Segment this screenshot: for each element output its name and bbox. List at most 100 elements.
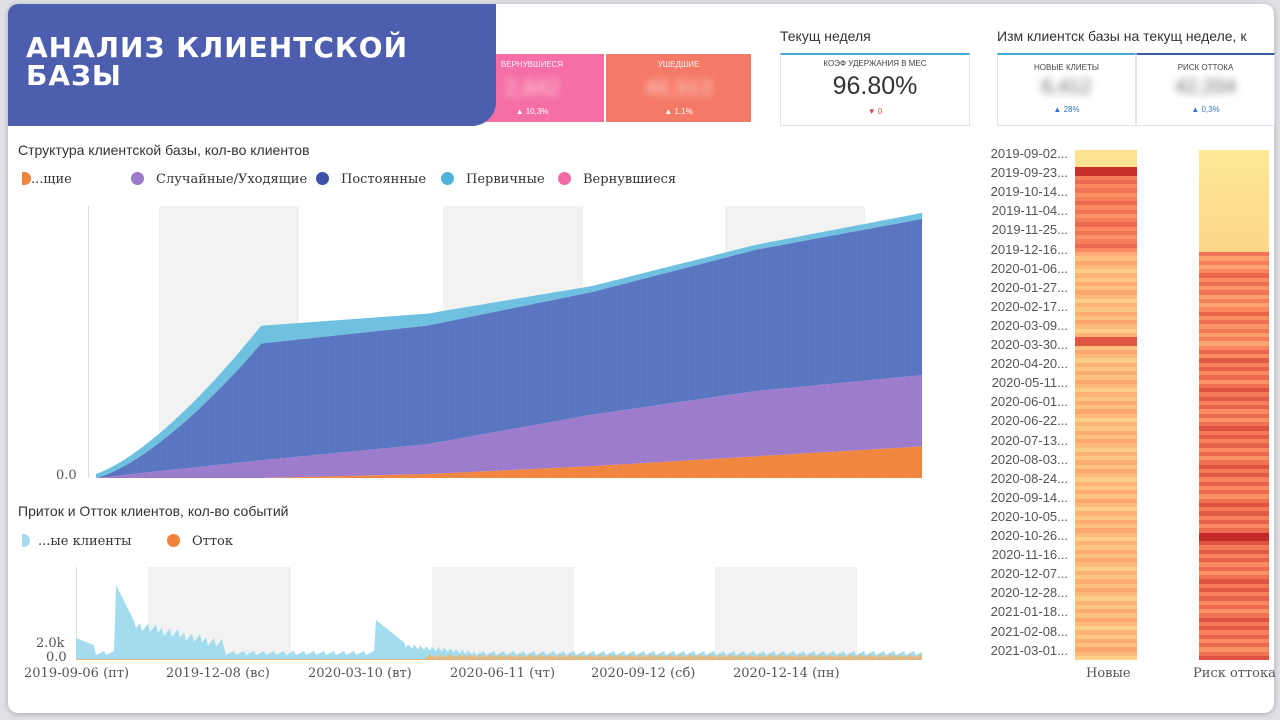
- flow-series-outflow[interactable]: [76, 654, 922, 660]
- heatmap-cell: [1199, 651, 1269, 657]
- heatmap-cell: [1199, 150, 1269, 155]
- heatmap-cell: [1199, 464, 1269, 470]
- heatmap-cell: [1075, 558, 1137, 563]
- flow-chart-title: Приток и Отток клиентов, кол-во событий: [18, 503, 289, 519]
- heatmap-cell: [1075, 596, 1137, 602]
- heatmap-cell: [1199, 252, 1269, 257]
- heatmap-cell: [1075, 150, 1137, 155]
- heatmap-cell: [1199, 532, 1269, 538]
- heatmap-cell: [1199, 545, 1269, 551]
- legend-item-outflow[interactable]: Отток: [167, 534, 233, 549]
- legend-item-new-clients[interactable]: ...ые клиенты: [22, 534, 132, 549]
- retention-card[interactable]: КОЭФ УДЕРЖАНИЯ В МЕС 96.80% ▼ 0: [780, 53, 970, 126]
- kpi-churned[interactable]: УШЕДШИЕ 46,913 ▲ 1,1%: [606, 54, 751, 122]
- legend-label: ...щие: [31, 172, 72, 187]
- heatmap-cell: [1199, 528, 1269, 534]
- legend-item-random[interactable]: Случайные/Уходящие: [131, 172, 307, 187]
- retention-delta: ▼ 0: [867, 107, 883, 116]
- heatmap-cell: [1199, 269, 1269, 274]
- heatmap-cell: [1075, 647, 1137, 653]
- heatmap-cell: [1199, 579, 1269, 585]
- flow-series-new[interactable]: [76, 585, 922, 660]
- heatmap-cell: [1199, 638, 1269, 644]
- heatmap-cell: [1075, 256, 1137, 262]
- heatmap-row-label: 2019-11-04...: [991, 203, 1068, 219]
- heatmap-cell: [1199, 473, 1269, 478]
- legend-label: Постоянные: [341, 172, 427, 187]
- heatmap-cell: [1075, 218, 1137, 223]
- heatmap-cell: [1075, 188, 1137, 194]
- legend-dot: [22, 534, 30, 547]
- legend-label: Первичные: [466, 172, 545, 187]
- heatmap-cell: [1199, 230, 1269, 236]
- heatmap-cell: [1075, 617, 1137, 623]
- heatmap-cell: [1199, 260, 1269, 266]
- heatmap-cell: [1199, 468, 1269, 474]
- heatmap-cell: [1199, 583, 1269, 589]
- structure-legend: ...щие Случайные/Уходящие Постоянные Пер…: [0, 172, 700, 192]
- heatmap-cell: [1075, 196, 1137, 202]
- legend-item-regular[interactable]: Постоянные: [316, 172, 426, 187]
- heatmap-cell: [1199, 439, 1269, 444]
- legend-label: Случайные/Уходящие: [156, 172, 308, 187]
- flow-xtick: 2019-12-08 (вс): [166, 666, 270, 681]
- heatmap-cell: [1199, 536, 1269, 542]
- new-clients-label: НОВЫЕ КЛИЕТЫ: [1034, 63, 1099, 72]
- legend-item-returned[interactable]: Вернувшиеся: [558, 172, 676, 187]
- heatmap-cell: [1199, 655, 1269, 660]
- churn-risk-card[interactable]: РИСК ОТТОКА 42,204 ▲ 0,3%: [1136, 53, 1275, 126]
- heatmap-cell: [1199, 366, 1269, 372]
- heatmap-column-churn-risk[interactable]: [1199, 150, 1269, 660]
- heatmap-cell: [1075, 655, 1137, 660]
- heatmap-cell: [1199, 600, 1269, 606]
- heatmap-cell: [1199, 354, 1269, 359]
- heatmap-cell: [1075, 290, 1137, 296]
- heatmap-cell: [1199, 388, 1269, 393]
- flow-chart[interactable]: [76, 567, 922, 660]
- new-clients-card[interactable]: НОВЫЕ КЛИЕТЫ 6,412 ▲ 28%: [997, 53, 1136, 126]
- area-series-2[interactable]: [96, 218, 922, 478]
- area-series-1[interactable]: [96, 375, 922, 478]
- heatmap-cell: [1075, 519, 1137, 525]
- heatmap-cell: [1199, 609, 1269, 614]
- heatmap-cell: [1075, 583, 1137, 589]
- heatmap-cell: [1075, 498, 1137, 504]
- heatmap-cell: [1199, 630, 1269, 636]
- heatmap-cell: [1075, 473, 1137, 478]
- heatmap-cell: [1075, 570, 1137, 576]
- heatmap-cell: [1199, 311, 1269, 317]
- heatmap-cell: [1075, 422, 1137, 427]
- heatmap-cell: [1075, 354, 1137, 359]
- flow-xtick: 2020-03-10 (вт): [308, 666, 412, 681]
- area-series-0[interactable]: [96, 446, 922, 478]
- heatmap-cell: [1075, 158, 1137, 164]
- heatmap-cell: [1075, 341, 1137, 347]
- heatmap-cell: [1199, 290, 1269, 296]
- heatmap-cell: [1075, 252, 1137, 257]
- heatmap-cell: [1199, 154, 1269, 160]
- heatmap-cell: [1075, 413, 1137, 419]
- heatmap-cell: [1075, 324, 1137, 330]
- heatmap-row-label: 2020-01-27...: [990, 279, 1068, 295]
- flow-xtick: 2020-06-11 (чт): [450, 666, 556, 681]
- heatmap-cell: [1199, 494, 1269, 500]
- legend-item-churned[interactable]: ...щие: [22, 172, 72, 187]
- heatmap-cell: [1199, 167, 1269, 172]
- heatmap-cell: [1075, 273, 1137, 279]
- heatmap-cell: [1199, 205, 1269, 211]
- heatmap-row-label: 2019-10-14...: [990, 184, 1068, 200]
- heatmap-cell: [1199, 175, 1269, 181]
- heatmap-cell: [1199, 460, 1269, 466]
- heatmap-cell: [1075, 264, 1137, 270]
- heatmap-cell: [1075, 613, 1137, 619]
- flow-legend: ...ые клиенты Отток: [0, 534, 400, 554]
- heatmap-cell: [1199, 647, 1269, 653]
- heatmap-column-new[interactable]: [1075, 150, 1137, 660]
- heatmap-cell: [1199, 443, 1269, 449]
- heatmap-cell: [1075, 566, 1137, 572]
- heatmap-cell: [1075, 511, 1137, 517]
- heatmap-cell: [1075, 154, 1137, 160]
- legend-item-primary[interactable]: Первичные: [441, 172, 545, 187]
- structure-chart[interactable]: [88, 206, 922, 478]
- heatmap-cell: [1075, 277, 1137, 283]
